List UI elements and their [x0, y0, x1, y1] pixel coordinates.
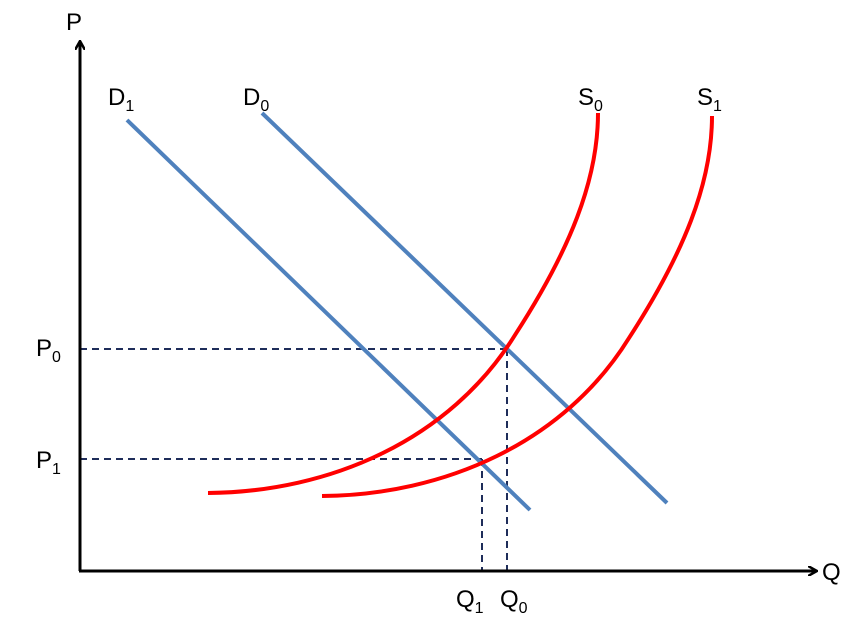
label-subscript: 0	[260, 98, 269, 115]
label-letter: S	[578, 84, 594, 111]
label-letter: P	[36, 447, 52, 474]
label-subscript: 1	[125, 98, 134, 115]
label-subscript: 0	[52, 349, 61, 366]
quantity-label: Q0	[500, 586, 528, 617]
label-subscript: 0	[594, 98, 603, 115]
label-subscript: 1	[52, 461, 61, 478]
price-label: P1	[36, 447, 61, 478]
label-subscript: 0	[519, 600, 528, 617]
demand-d0	[260, 111, 669, 505]
label-letter: P	[36, 335, 52, 362]
label-subscript: 1	[713, 98, 722, 115]
curve-label: D0	[243, 84, 269, 115]
curve-label: S0	[578, 84, 603, 115]
label-letter: S	[697, 84, 713, 111]
label-letter: Q	[456, 586, 475, 613]
label-letter: D	[108, 84, 125, 111]
quantity-label: Q1	[456, 586, 484, 617]
y-axis-label: P	[66, 9, 82, 36]
price-label: P0	[36, 335, 61, 366]
curve-label: S1	[697, 84, 722, 115]
curve-label: D1	[108, 84, 134, 115]
demand-d1	[125, 118, 532, 512]
label-letter: D	[243, 84, 260, 111]
supply-s0	[207, 112, 600, 495]
supply-s1	[321, 115, 714, 498]
x-axis-label: Q	[822, 559, 841, 586]
label-letter: Q	[500, 586, 519, 613]
label-subscript: 1	[475, 600, 484, 617]
